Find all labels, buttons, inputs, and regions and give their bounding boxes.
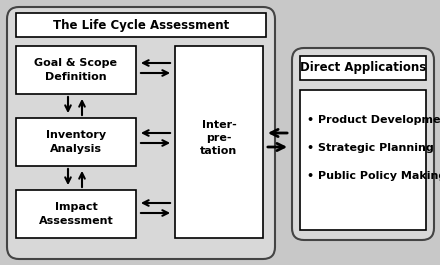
Bar xyxy=(16,13,266,37)
Text: pre-: pre- xyxy=(206,133,232,143)
Bar xyxy=(175,46,263,238)
Bar xyxy=(300,90,426,230)
Text: Direct Applications: Direct Applications xyxy=(300,61,426,74)
Text: Definition: Definition xyxy=(45,72,107,82)
Text: Assessment: Assessment xyxy=(39,216,114,226)
FancyBboxPatch shape xyxy=(7,7,275,259)
Text: Goal & Scope: Goal & Scope xyxy=(34,58,117,68)
Text: Inventory: Inventory xyxy=(46,130,106,140)
Bar xyxy=(300,56,426,80)
Text: The Life Cycle Assessment: The Life Cycle Assessment xyxy=(53,19,229,32)
Text: Inter-: Inter- xyxy=(202,120,236,130)
Text: • Strategic Planning: • Strategic Planning xyxy=(307,143,434,153)
Text: Impact: Impact xyxy=(55,202,97,212)
Text: tation: tation xyxy=(200,146,238,156)
Bar xyxy=(16,46,136,94)
Text: Analysis: Analysis xyxy=(50,144,102,154)
FancyBboxPatch shape xyxy=(292,48,434,240)
Text: • Product Development: • Product Development xyxy=(307,115,440,125)
Bar xyxy=(16,190,136,238)
Text: • Public Policy Making: • Public Policy Making xyxy=(307,171,440,181)
Bar xyxy=(16,118,136,166)
